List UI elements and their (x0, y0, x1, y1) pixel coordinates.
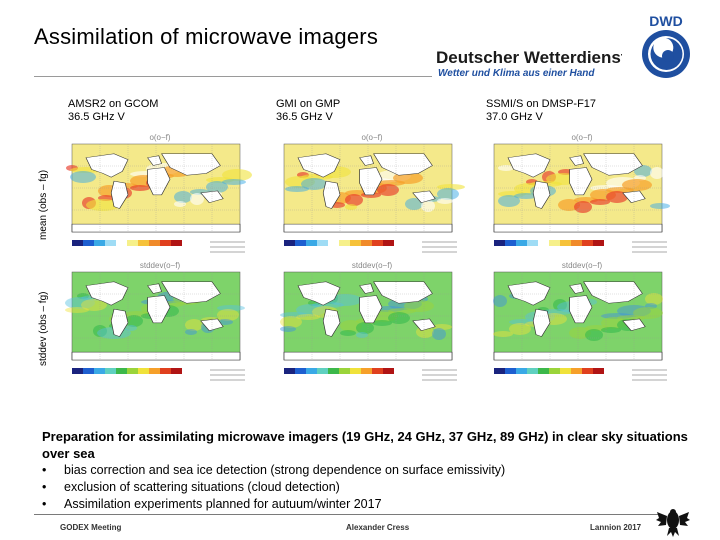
title-divider (34, 76, 432, 77)
map-panel-stddev-ssmis: stddev(o−f) (482, 258, 677, 390)
org-slogan: Wetter und Klima aus einer Hand (438, 68, 595, 79)
column-heading-gmi: GMI on GMP 36.5 GHz V (276, 98, 340, 124)
map-title: stddev(o−f) (352, 261, 393, 270)
map-panel-stddev-amsr2: stddev(o−f) (60, 258, 255, 390)
column-heading-line1: AMSR2 on GCOM (68, 98, 159, 110)
footer-meeting: GODEX Meeting (60, 523, 122, 532)
footer-author: Alexander Cress (346, 523, 410, 532)
column-heading-line2: 37.0 GHz V (486, 111, 543, 123)
world-map (66, 143, 252, 233)
color-scale-bar (72, 368, 182, 374)
bullet-list: bias correction and sea ice detection (s… (42, 462, 702, 513)
color-scale-bar (284, 368, 394, 374)
map-title: stddev(o−f) (140, 261, 181, 270)
description-lead: Preparation for assimilating microwave i… (42, 429, 688, 461)
dwd-logo-block: Deutscher Wetterdienst Wetter und Klima … (434, 8, 716, 84)
column-heading-amsr2: AMSR2 on GCOM 36.5 GHz V (68, 98, 158, 124)
footer-divider (34, 514, 660, 515)
map-title: o(o−f) (361, 133, 382, 142)
column-heading-line1: GMI on GMP (276, 98, 341, 110)
color-scale-bar (284, 240, 394, 246)
column-heading-line2: 36.5 GHz V (68, 111, 125, 123)
row-label-mean: mean (obs – fg) (38, 169, 49, 240)
world-map (283, 143, 465, 233)
map-panel-stddev-gmi: stddev(o−f) (272, 258, 467, 390)
world-map (493, 271, 663, 361)
bullet-item: Assimilation experiments planned for aut… (42, 496, 702, 513)
logo-text: DWD (649, 13, 682, 29)
color-scale-bar (72, 240, 182, 246)
bullet-item: bias correction and sea ice detection (s… (42, 462, 702, 479)
dwd-logo-icon: DWD (622, 10, 710, 84)
map-title: o(o−f) (149, 133, 170, 142)
description-block: Preparation for assimilating microwave i… (42, 428, 702, 513)
org-name: Deutscher Wetterdienst (436, 48, 627, 67)
color-scale-bar (494, 240, 604, 246)
page-title: Assimilation of microwave imagers (34, 24, 379, 49)
map-panel-mean-gmi: o(o−f) (272, 130, 467, 262)
footer-location: Lannion 2017 (590, 523, 642, 532)
bullet-item: exclusion of scattering situations (clou… (42, 479, 702, 496)
column-heading-ssmis: SSMI/S on DMSP-F17 37.0 GHz V (486, 98, 596, 124)
column-heading-line2: 36.5 GHz V (276, 111, 333, 123)
world-map (65, 271, 245, 361)
map-panel-mean-ssmis: o(o−f) (482, 130, 677, 262)
map-panel-mean-amsr2: o(o−f) (60, 130, 255, 262)
color-scale-bar (494, 368, 604, 374)
world-map (493, 143, 670, 233)
map-title: o(o−f) (571, 133, 592, 142)
row-label-stddev: stddev (obs – fg) (38, 291, 49, 366)
map-title: stddev(o−f) (562, 261, 603, 270)
federal-eagle-icon (656, 509, 690, 537)
world-map (280, 271, 453, 361)
column-heading-line1: SSMI/S on DMSP-F17 (486, 98, 597, 110)
